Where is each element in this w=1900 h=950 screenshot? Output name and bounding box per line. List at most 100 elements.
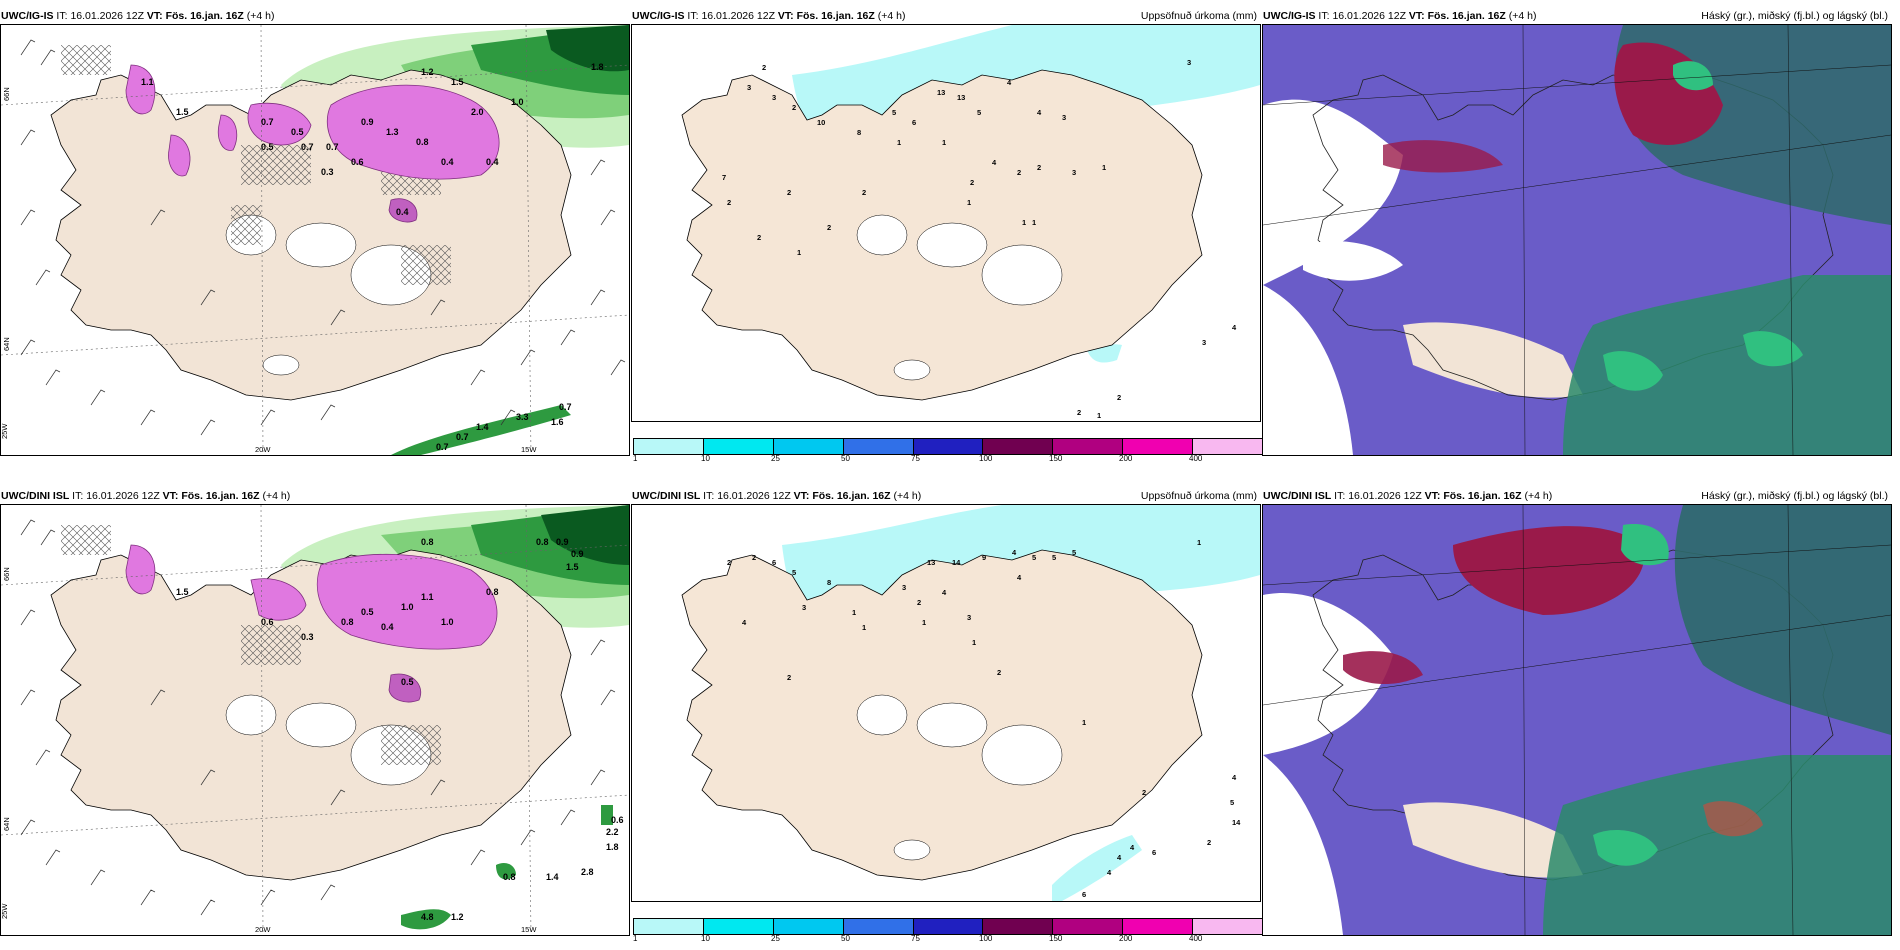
wind-barbs — [20, 39, 626, 436]
it-label: IT: — [703, 490, 715, 502]
wind-value: 0.3 — [301, 632, 314, 642]
panel-variable-title: Uppsöfnuð úrkoma (mm) — [1140, 10, 1257, 22]
wind-value: 0.8 — [416, 137, 429, 147]
lon-label: 15W — [521, 925, 537, 934]
wind-value: 0.8 — [536, 537, 549, 547]
precip-value: 2 — [1117, 393, 1121, 402]
valid-time: Fös. 16.jan. 16Z — [796, 10, 875, 22]
precip-value: 5 — [1052, 553, 1056, 562]
precip-value: 9 — [982, 553, 986, 562]
map-frame: 2 2 6 5 8 13 14 9 4 5 5 5 4 3 4 1 1 2 3 … — [631, 504, 1261, 902]
colorbar-swatch — [634, 919, 704, 934]
wind-value: 1.1 — [421, 592, 434, 602]
precip-value: 14 — [952, 558, 961, 567]
precip-value: 8 — [827, 578, 831, 587]
lat-label: 64N — [2, 817, 11, 831]
wind-value: 3.3 — [516, 412, 529, 422]
precip-value: 2 — [1037, 163, 1041, 172]
model-name: UWC/IG-IS — [632, 10, 685, 22]
it-label: IT: — [687, 10, 699, 22]
vt-label: VT: — [1424, 490, 1441, 502]
wind-value: 0.9 — [571, 549, 584, 559]
precip-value: 2 — [787, 673, 791, 682]
precip-value: 1 — [852, 608, 856, 617]
panel-header: UWC/IG-IS IT: 16.01.2026 12Z VT: Fös. 16… — [0, 8, 630, 24]
wind-value: 0.6 — [351, 157, 364, 167]
wind-value: 1.5 — [176, 587, 189, 597]
panel-wind-dini: UWC/DINI ISL IT: 16.01.2026 12Z VT: Fös.… — [0, 488, 630, 936]
panel-clouds-dini: UWC/DINI ISL IT: 16.01.2026 12Z VT: Fös.… — [1262, 488, 1892, 936]
it-label: IT: — [1318, 10, 1330, 22]
lon-label: 25W — [1, 903, 9, 919]
wind-value: 0.7 — [436, 442, 449, 452]
map-clouds — [1263, 25, 1891, 455]
lon-label: 20W — [255, 445, 271, 454]
panel-header: UWC/DINI ISL IT: 16.01.2026 12Z VT: Fös.… — [0, 488, 630, 504]
wind-value: 0.8 — [341, 617, 354, 627]
colorbar-tick: 10 — [701, 934, 710, 943]
colorbar-swatch — [1053, 439, 1124, 454]
precip-value: 3 — [1202, 338, 1206, 347]
colorbar-tick: 150 — [1049, 934, 1063, 943]
precip-value: 1 — [897, 138, 901, 147]
precip-value: 7 — [722, 173, 726, 182]
colorbar-swatch — [773, 919, 844, 934]
precip-value: 2 — [1207, 838, 1211, 847]
precip-value: 2 — [727, 198, 731, 207]
precip-value: 5 — [1032, 553, 1036, 562]
lead-time: (+4 h) — [1524, 490, 1553, 502]
wind-value: 1.0 — [401, 602, 414, 612]
colorbar-swatch — [843, 439, 914, 454]
model-name: UWC/IG-IS — [1, 10, 54, 22]
panel-wind-igis: UWC/IG-IS IT: 16.01.2026 12Z VT: Fös. 16… — [0, 8, 630, 456]
vt-label: VT: — [146, 10, 163, 22]
wind-value: 0.5 — [291, 127, 304, 137]
wind-value: 1.5 — [566, 562, 579, 572]
valid-time: Fös. 16.jan. 16Z — [1443, 490, 1522, 502]
panel-header: UWC/DINI ISL IT: 16.01.2026 12Z VT: Fös.… — [631, 488, 1261, 504]
colorbar-swatch — [843, 919, 914, 934]
wind-value: 2.0 — [471, 107, 484, 117]
colorbar-tick: 200 — [1119, 454, 1133, 463]
colorbar-swatch — [1123, 439, 1194, 454]
init-time: 16.01.2026 12Z — [717, 490, 791, 502]
precip-value: 6 — [1082, 890, 1086, 899]
wind-barbs — [20, 519, 616, 916]
colorbar-swatch — [1053, 919, 1124, 934]
model-name: UWC/DINI ISL — [632, 490, 701, 502]
precip-value: 5 — [792, 568, 796, 577]
wind-value: 1.0 — [441, 617, 454, 627]
colorbar-tick: 50 — [841, 454, 850, 463]
precip-value: 1 — [967, 198, 971, 207]
precip-value: 8 — [857, 128, 861, 137]
precip-value: 3 — [747, 83, 751, 92]
precip-value: 5 — [1230, 798, 1234, 807]
precip-value: 2 — [970, 178, 974, 187]
map-precip: 2 2 6 5 8 13 14 9 4 5 5 5 4 3 4 1 1 2 3 … — [632, 505, 1260, 901]
wind-value: 0.7 — [301, 142, 314, 152]
precip-value: 3 — [967, 613, 971, 622]
it-label: IT: — [1334, 490, 1346, 502]
lead-time: (+4 h) — [1508, 10, 1537, 22]
precip-value: 13 — [957, 93, 965, 102]
precip-value: 3 — [772, 93, 776, 102]
wind-value: 0.4 — [381, 622, 394, 632]
precip-value: 4 — [1037, 108, 1042, 117]
colorbar: 1 10 25 50 75 100 150 200 400 — [631, 918, 1263, 943]
valid-time: Fös. 16.jan. 16Z — [1427, 10, 1506, 22]
precip-value: 4 — [1017, 573, 1022, 582]
vt-label: VT: — [793, 490, 810, 502]
colorbar-tick: 150 — [1049, 454, 1063, 463]
precip-value: 6 — [912, 118, 916, 127]
precip-value: 2 — [787, 188, 791, 197]
colorbar-tick: 100 — [979, 934, 993, 943]
panel-header: UWC/IG-IS IT: 16.01.2026 12Z VT: Fös. 16… — [631, 8, 1261, 24]
precip-value: 2 — [997, 668, 1001, 677]
valid-time: Fös. 16.jan. 16Z — [165, 10, 244, 22]
colorbar-swatch — [983, 439, 1054, 454]
precip-value: 4 — [1012, 548, 1017, 557]
wind-value: 1.5 — [176, 107, 189, 117]
it-label: IT: — [72, 490, 84, 502]
precip-value: 2 — [827, 223, 831, 232]
precip-value: 4 — [942, 588, 947, 597]
